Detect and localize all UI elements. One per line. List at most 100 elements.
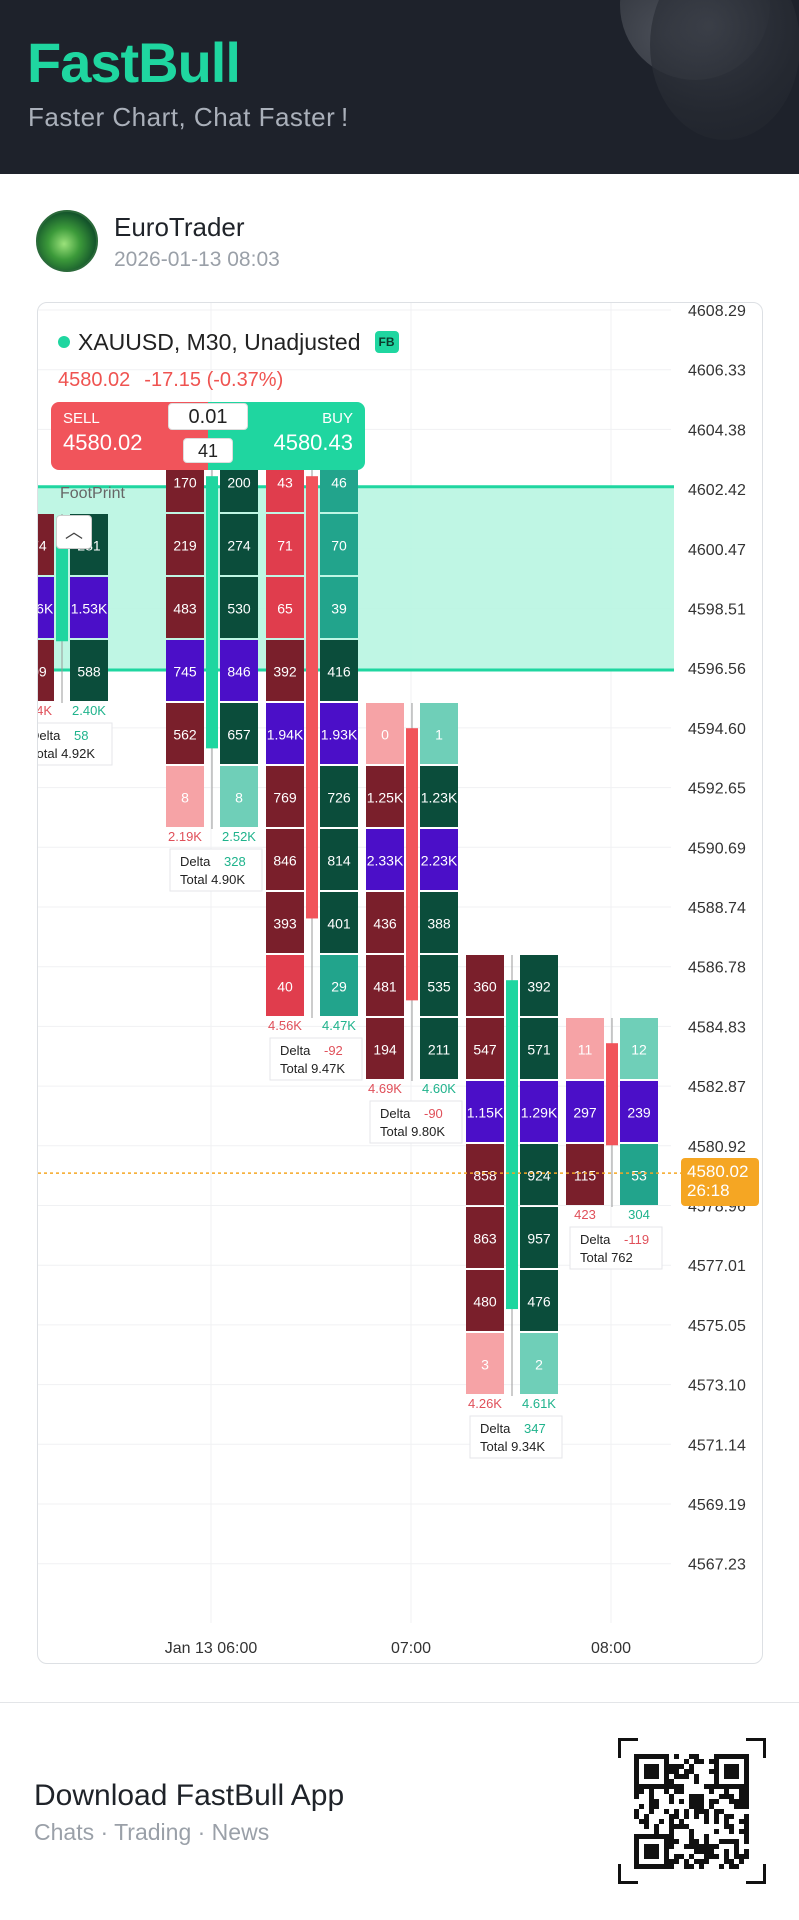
qr-module [639,1804,644,1809]
footprint-sell-value: 609 [38,664,47,680]
footprint-sell-value: 3 [481,1357,489,1373]
qr-module [669,1864,674,1869]
qr-module [669,1794,674,1799]
qr-module [714,1799,719,1804]
y-axis-tick-label: 4598.51 [688,602,746,619]
qr-module [689,1794,694,1799]
qr-module [684,1809,689,1814]
footprint-sell-value: 2.33K [367,853,404,869]
header-tagline: Faster Chart, Chat Faster ! [28,102,349,132]
qr-module [634,1814,639,1819]
user-avatar[interactable] [36,210,98,272]
sell-button[interactable]: SELL 4580.02 [51,402,208,470]
delta-label: Delta [280,1043,311,1058]
delta-box [38,722,113,766]
qr-module [669,1764,674,1769]
qr-module [714,1809,719,1814]
qr-module [679,1854,684,1859]
footprint-buy-value: 476 [527,1294,551,1310]
sell-total-label: 423 [574,1207,596,1222]
lot-size-input[interactable]: 0.01 [168,403,248,430]
sell-total-label: 4.56K [268,1018,302,1033]
footprint-buy-value: 388 [427,916,451,932]
qr-module [689,1829,694,1834]
sell-total-label: 4.26K [468,1396,502,1411]
footprint-buy-value: 239 [627,1105,651,1121]
y-axis-tick-label: 4604.38 [688,422,746,439]
instrument-header[interactable]: XAUUSD, M30, Unadjusted FB [58,327,399,357]
qr-module [654,1829,659,1834]
y-axis-tick-label: 4600.47 [688,542,746,559]
footprint-sell-cell [266,766,304,827]
qr-code-icon[interactable] [618,1738,766,1884]
qr-module [704,1839,709,1844]
qr-module [744,1804,749,1809]
footprint-sell-value: 194 [373,1042,397,1058]
collapse-chevron-up-icon[interactable]: ︿ [56,515,92,549]
qr-module [744,1849,749,1854]
y-axis-tick-label: 4592.65 [688,781,746,798]
download-app-title[interactable]: Download FastBull App [34,1779,345,1812]
footprint-buy-value: 53 [631,1168,647,1184]
qr-module [724,1839,729,1844]
x-axis-tick-label: Jan 13 06:00 [165,1640,258,1657]
qr-module [669,1814,674,1819]
qr-module [744,1839,749,1844]
footprint-buy-value: 2 [535,1357,543,1373]
qr-module [734,1799,739,1804]
footprint-sell-cell [366,829,404,890]
footprint-sell-cell [366,766,404,827]
footprint-sell-value: 40 [277,979,293,995]
qr-module [694,1759,699,1764]
qr-module [674,1774,679,1779]
footprint-sell-value: 71 [277,538,293,554]
footprint-buy-value: 1 [435,727,443,743]
qr-module [679,1819,684,1824]
qr-module [689,1844,694,1849]
y-axis-tick-label: 4594.60 [688,721,746,738]
y-axis-tick-label: 4602.42 [688,482,746,499]
qr-module [714,1819,719,1824]
y-axis-tick-label: 4606.33 [688,363,746,380]
qr-module [679,1789,684,1794]
footprint-buy-value: 211 [428,1042,451,1058]
buy-total-label: 4.47K [322,1018,356,1033]
chart-card[interactable]: 4608.29 4606.33 4604.38 4602.42 4600.47 4598.… [37,302,763,1664]
qr-module [704,1814,709,1819]
x-axis-tick-label: 07:00 [391,1640,431,1657]
footprint-buy-value: 416 [327,664,351,680]
qr-frame [618,1738,638,1741]
trade-panel: SELL 4580.02 BUY 4580.43 0.01 41 [51,402,365,470]
footprint-buy-cell [220,703,258,764]
qr-module [734,1839,739,1844]
footprint-label: FootPrint [60,485,125,502]
footprint-sell-value: 65 [277,601,293,617]
qr-module [684,1864,689,1869]
post-username[interactable]: EuroTrader [114,212,245,242]
qr-module [744,1829,749,1834]
delta-value: -119 [624,1232,649,1247]
footprint-buy-value: 571 [527,1042,551,1058]
y-axis-tick-label: 4569.19 [688,1497,746,1514]
spread-value: 41 [183,438,233,463]
footprint-buy-cell [320,514,358,575]
footer-divider [0,1702,799,1703]
qr-module [644,1814,649,1819]
qr-module [684,1769,689,1774]
footprint-chart[interactable]: 4608.29 4606.33 4604.38 4602.42 4600.47 4598.… [38,303,763,1664]
qr-module [699,1799,704,1804]
qr-frame [746,1738,766,1741]
footprint-buy-cell [520,955,558,1016]
total-label: Total 4.92K [38,746,95,761]
qr-module [674,1789,679,1794]
footprint-buy-value: 12 [631,1042,647,1058]
qr-module [694,1799,699,1804]
qr-module [639,1789,644,1794]
footprint-buy-value: 588 [77,664,101,680]
qr-module [694,1839,699,1844]
delta-label: Delta [38,728,61,743]
footprint-sell-cell [566,1018,604,1079]
qr-module [674,1754,679,1759]
y-axis-tick-label: 4596.56 [688,661,746,678]
qr-module [674,1784,679,1789]
